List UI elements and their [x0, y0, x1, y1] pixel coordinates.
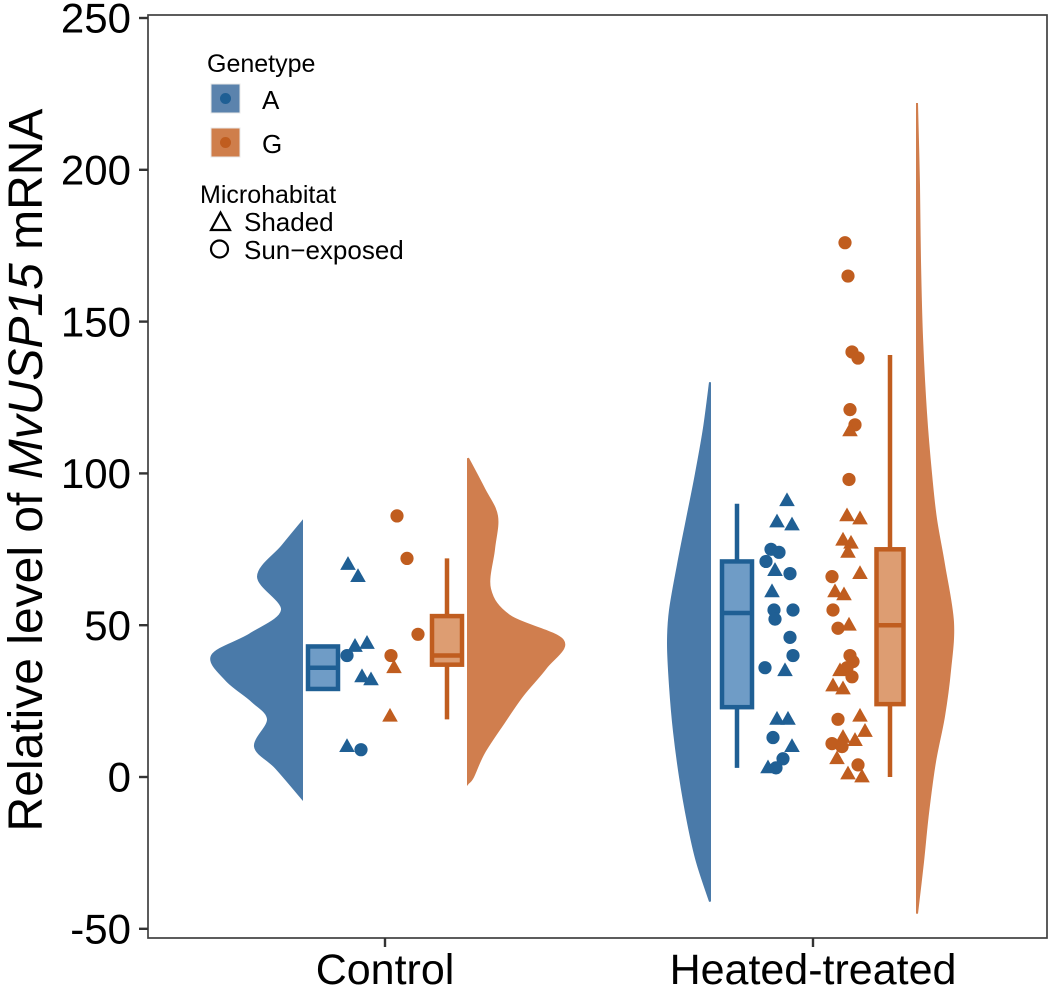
point-shaded-heated-treated-g — [857, 723, 873, 737]
point-sun-exposed-control-g — [390, 509, 404, 523]
point-sun-exposed-heated-treated-g — [826, 603, 840, 617]
y-tick-label: 0 — [108, 754, 131, 801]
point-sun-exposed-control-g — [400, 551, 414, 566]
point-sun-exposed-heated-treated-a — [766, 730, 780, 745]
point-shaded-heated-treated-a — [784, 516, 800, 531]
point-sun-exposed-heated-treated-a — [758, 661, 772, 675]
point-shaded-heated-treated-g — [836, 586, 852, 601]
box-heated-treated-a — [719, 559, 755, 710]
point-shaded-heated-treated-g — [854, 768, 870, 783]
point-shaded-heated-treated-g — [852, 510, 868, 525]
y-tick-label: 250 — [61, 0, 131, 42]
y-tick-label: 100 — [61, 450, 131, 497]
point-shaded-heated-treated-a — [760, 759, 776, 774]
point-sun-exposed-heated-treated-g — [825, 570, 839, 584]
point-sun-exposed-heated-treated-g — [831, 621, 845, 635]
point-sun-exposed-heated-treated-a — [772, 545, 786, 559]
point-sun-exposed-heated-treated-g — [851, 758, 865, 772]
point-shaded-heated-treated-a — [779, 492, 795, 507]
point-shaded-heated-treated-g — [843, 534, 859, 549]
violin-control-g — [467, 457, 566, 786]
legend-shaded-label: Shaded — [244, 207, 334, 237]
y-tick-label: 50 — [84, 602, 131, 649]
point-sun-exposed-heated-treated-g — [845, 670, 859, 684]
point-sun-exposed-heated-treated-a — [786, 603, 800, 617]
point-shaded-heated-treated-g — [835, 680, 851, 695]
point-shaded-control-a — [363, 671, 379, 686]
violin-heated-treated-a — [666, 382, 711, 902]
point-shaded-control-a — [347, 638, 363, 652]
point-sun-exposed-heated-treated-g — [841, 269, 855, 283]
point-sun-exposed-heated-treated-a — [786, 648, 800, 663]
point-shaded-heated-treated-a — [777, 662, 793, 677]
point-sun-exposed-heated-treated-a — [759, 554, 773, 569]
point-shaded-heated-treated-g — [835, 729, 851, 743]
point-sun-exposed-heated-treated-a — [768, 612, 782, 626]
point-shaded-heated-treated-g — [847, 732, 863, 746]
point-shaded-heated-treated-g — [829, 750, 845, 765]
point-shaded-control-a — [350, 568, 366, 583]
point-shaded-control-g — [382, 707, 398, 722]
legend-genotype-label-G: G — [262, 129, 282, 159]
point-shaded-control-a — [354, 668, 370, 683]
point-shaded-heated-treated-a — [784, 738, 800, 753]
y-tick-label: 200 — [61, 147, 131, 194]
point-shaded-heated-treated-a — [769, 710, 785, 725]
point-sun-exposed-control-g — [411, 627, 425, 641]
point-shaded-heated-treated-g — [832, 662, 848, 677]
violin-control-a — [210, 519, 303, 802]
point-sun-exposed-heated-treated-a — [776, 752, 790, 766]
point-shaded-control-a — [339, 738, 355, 753]
violin-heated-treated-g — [916, 102, 955, 914]
y-tick-label: -50 — [70, 906, 131, 953]
point-shaded-heated-treated-a — [780, 710, 796, 725]
legend-swatch-dot-G — [220, 137, 231, 148]
legend-sun-exposed-circle-icon — [209, 239, 230, 259]
legend-sun-exposed-label: Sun−exposed — [244, 235, 404, 265]
x-tick-label: Control — [316, 946, 455, 994]
point-sun-exposed-heated-treated-g — [831, 712, 845, 726]
point-sun-exposed-heated-treated-g — [842, 472, 856, 487]
point-shaded-heated-treated-g — [852, 565, 868, 579]
legend-microhabitat-title: Microhabitat — [200, 181, 336, 209]
point-sun-exposed-control-a — [354, 743, 368, 757]
point-sun-exposed-heated-treated-a — [783, 630, 797, 644]
point-sun-exposed-heated-treated-a — [783, 566, 797, 581]
point-shaded-heated-treated-g — [842, 422, 858, 437]
legend-genotype-title: Genetype — [207, 50, 315, 78]
point-shaded-control-a — [340, 556, 356, 570]
legend-shaded-triangle-icon — [209, 210, 232, 232]
point-shaded-control-g — [386, 659, 402, 674]
point-shaded-heated-treated-a — [769, 513, 785, 528]
legend-genotype-label-A: A — [262, 85, 280, 115]
panel-border — [147, 14, 1048, 939]
point-shaded-heated-treated-g — [840, 543, 856, 558]
point-sun-exposed-control-g — [384, 648, 398, 663]
point-sun-exposed-control-a — [340, 648, 354, 663]
point-shaded-heated-treated-g — [825, 677, 841, 692]
legend-swatch-dot-A — [220, 93, 231, 104]
point-shaded-control-a — [359, 635, 375, 649]
point-sun-exposed-heated-treated-g — [838, 236, 852, 250]
point-shaded-heated-treated-a — [764, 583, 780, 598]
y-tick-label: 150 — [61, 298, 131, 345]
point-sun-exposed-heated-treated-g — [835, 740, 849, 754]
point-shaded-heated-treated-a — [767, 562, 783, 576]
point-shaded-heated-treated-g — [840, 765, 856, 780]
y-axis-title: Relative level of MvUSP15 mRNA — [0, 109, 53, 832]
point-shaded-heated-treated-g — [839, 507, 855, 522]
x-tick-label: Heated-treated — [670, 946, 957, 994]
point-shaded-heated-treated-g — [852, 707, 868, 722]
point-sun-exposed-heated-treated-g — [825, 737, 839, 751]
point-sun-exposed-heated-treated-g — [843, 403, 857, 417]
point-sun-exposed-heated-treated-g — [851, 351, 865, 365]
point-shaded-heated-treated-g — [827, 583, 843, 598]
point-shaded-heated-treated-g — [841, 616, 857, 631]
